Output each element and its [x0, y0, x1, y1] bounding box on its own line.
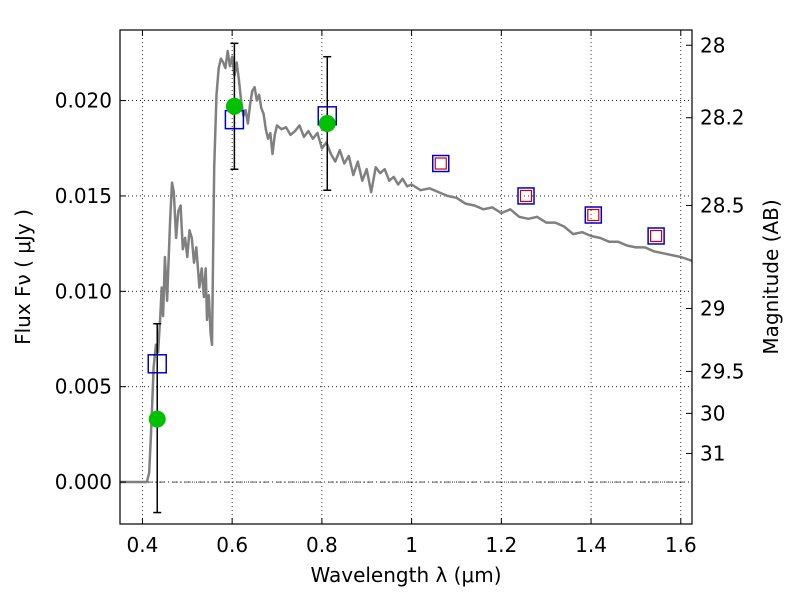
- upper-limit-square: [650, 229, 663, 243]
- model-photometry-square: [432, 154, 450, 173]
- upper-limit-square: [587, 208, 600, 222]
- x-tick-label: 1.6: [665, 533, 697, 557]
- model-photometry-square: [647, 227, 665, 245]
- y-axis-label: Flux Fν ( μJy ): [11, 209, 35, 345]
- magnitude-tick-label: 29: [700, 296, 725, 320]
- model-photometry-square: [147, 354, 167, 374]
- plot-frame: [119, 29, 693, 525]
- magnitude-axis-label: Magnitude (AB): [759, 199, 783, 354]
- model-photometry-square: [517, 187, 535, 205]
- detection-point: [318, 114, 336, 132]
- upper-limit-series: [434, 157, 663, 243]
- y-tick-label: 0.000: [55, 470, 112, 494]
- y-tick-label: 0.020: [55, 89, 112, 113]
- x-tick-label: 0.8: [306, 533, 338, 557]
- magnitude-tick-label: 29.5: [700, 359, 745, 383]
- x-tick-label: 1.4: [575, 533, 607, 557]
- magnitude-tick-label: 30: [700, 401, 725, 425]
- upper-limit-square: [519, 189, 533, 203]
- y-tick-label: 0.005: [55, 375, 112, 399]
- y-tick-label: 0.015: [55, 184, 112, 208]
- x-axis-ticks: 0.4 0.6 0.8 1 1.2 1.4 1.6: [127, 30, 697, 557]
- x-tick-label: 0.4: [127, 533, 159, 557]
- y-tick-label: 0.010: [55, 279, 112, 303]
- magnitude-tick-label: 31: [700, 441, 725, 465]
- detection-series: [148, 97, 336, 428]
- x-tick-label: 1.2: [485, 533, 517, 557]
- model-sed-line: [120, 49, 693, 484]
- detection-point: [225, 97, 243, 115]
- model-sed-series: [120, 49, 693, 484]
- magnitude-tick-label: 28: [700, 33, 725, 57]
- magnitude-tick-label: 28.2: [700, 106, 745, 130]
- x-axis-label: Wavelength λ (μm): [310, 563, 501, 587]
- x-tick-label: 1: [405, 533, 418, 557]
- magnitude-axis-ticks: 28 28.2 28.5 29 29.5 30 31: [686, 33, 745, 465]
- magnitude-tick-label: 28.5: [700, 193, 745, 217]
- grid-lines: [120, 30, 692, 524]
- detection-point: [148, 410, 166, 428]
- upper-limit-square: [434, 157, 447, 170]
- model-photometry-square: [584, 206, 603, 224]
- x-tick-label: 0.6: [216, 533, 248, 557]
- y-axis-ticks: 0.000 0.005 0.010 0.015 0.020: [55, 89, 126, 494]
- model-photometry-series: [147, 106, 665, 374]
